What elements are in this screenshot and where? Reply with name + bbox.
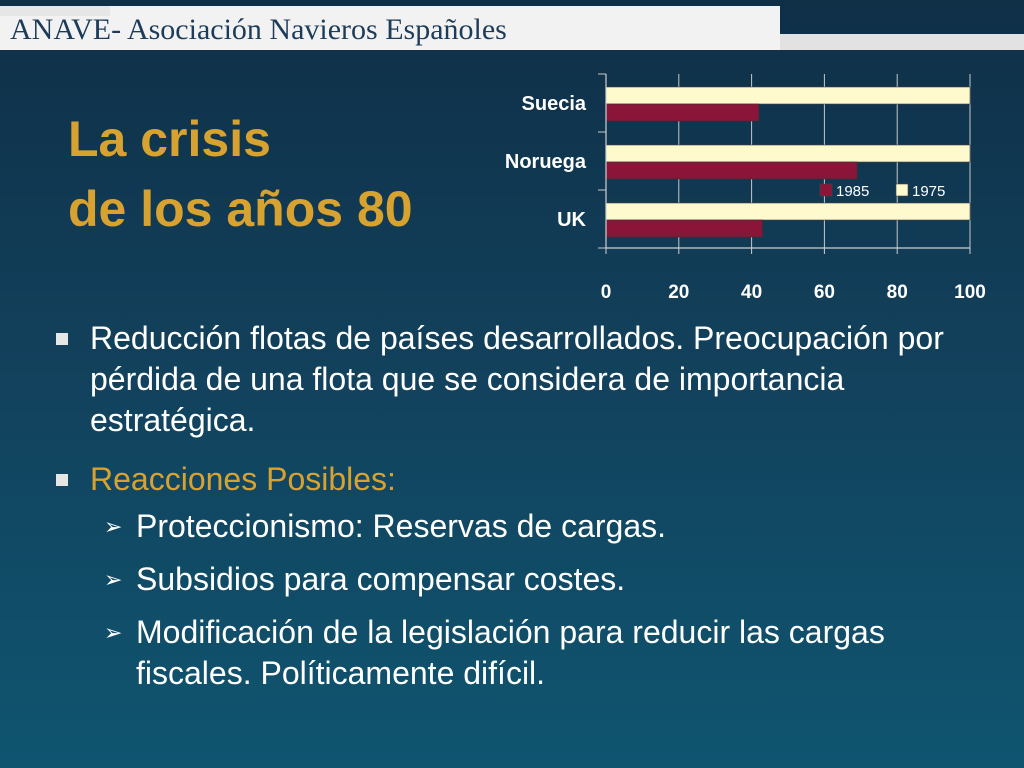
bar-1985-noruega [605,161,858,180]
sub-bullet-item: ➢ Proteccionismo: Reservas de cargas. [50,506,1000,547]
sub-bullet-item: ➢ Subsidios para compensar costes. [50,559,1000,600]
category-label: UK [557,209,586,231]
bar-chart: Suecia Noruega UK 0 20 40 60 80 100 1985 1975 [505,73,986,303]
slide-content: Reducción flotas de países desarrollados… [50,318,1000,706]
chart-labels: Suecia Noruega UK 0 20 40 60 80 100 [505,93,986,303]
header-panel [0,6,780,50]
header-notch [0,6,110,16]
x-tick-label: 40 [741,282,762,303]
bullet-item: Reducción flotas de países desarrollados… [50,318,1000,441]
category-label: Noruega [505,151,587,173]
x-tick-label: 80 [887,282,908,303]
bar-1985-suecia [605,103,760,122]
sub-bullet-text: Modificación de la legislación para redu… [136,614,885,691]
chart-axes [598,73,971,254]
square-bullet-icon [56,333,68,345]
bar-1985-uk [605,219,763,238]
legend-label-1985: 1985 [836,183,869,200]
legend-swatch-1975 [895,183,909,197]
square-bullet-icon [56,474,68,486]
x-tick-label: 0 [601,282,612,303]
bullet-item: Reacciones Posibles: [50,459,1000,500]
x-tick-label: 20 [668,282,689,303]
slide-title-line-1: La crisis [68,111,271,167]
arrow-bullet-icon: ➢ [104,620,123,645]
header-strip [780,34,1024,50]
bullet-text: Reducción flotas de países desarrollados… [90,320,944,438]
bar-1975-noruega [605,144,971,163]
slide-title: La crisis de los años 80 [68,104,488,244]
legend-swatch-1985 [819,183,833,197]
header-band [0,0,1024,6]
bar-1975-suecia [605,86,971,105]
x-tick-label: 60 [814,282,835,303]
bullet-text: Reacciones Posibles: [90,461,396,497]
bar-1975-uk [605,202,971,221]
sub-bullet-text: Proteccionismo: Reservas de cargas. [136,508,666,544]
sub-bullet-item: ➢ Modificación de la legislación para re… [50,612,1000,694]
header-title: ANAVE- Asociación Navieros Españoles [10,13,507,46]
chart-legend: 1985 1975 [819,183,945,200]
arrow-bullet-icon: ➢ [104,567,123,592]
legend-label-1975: 1975 [912,183,945,200]
slide-title-line-2: de los años 80 [68,181,413,237]
header-bar: ANAVE- Asociación Navieros Españoles [0,0,1024,58]
category-label: Suecia [522,93,587,115]
chart-bars [605,86,971,238]
sub-bullet-text: Subsidios para compensar costes. [136,561,626,597]
arrow-bullet-icon: ➢ [104,514,123,539]
x-tick-label: 100 [954,282,986,303]
